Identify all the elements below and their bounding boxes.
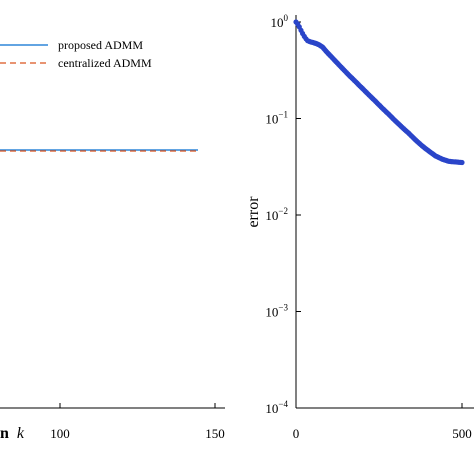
right-y-axis-label: error: [245, 196, 262, 228]
left-x-tick-label-150: 150: [205, 426, 225, 441]
tick-base: 10: [265, 208, 278, 223]
right-x-tick-label-0: 0: [293, 426, 300, 441]
error-marker: [459, 159, 465, 166]
left-x-axis-label-k: k: [17, 425, 25, 442]
right-y-tick-label: 100: [271, 13, 289, 30]
left-chart: 100 150 n k proposed ADMM centralized AD…: [0, 38, 225, 442]
tick-base: 10: [265, 401, 278, 416]
tick-exponent: −4: [278, 399, 288, 409]
right-y-tick-label: 10−1: [265, 110, 288, 127]
right-y-tick-label: 10−2: [265, 206, 288, 223]
right-x-tick-label-500: 500: [452, 426, 472, 441]
legend-label-proposed-admm: proposed ADMM: [58, 38, 143, 52]
left-x-axis-label: n k: [0, 425, 25, 442]
tick-base: 10: [271, 15, 284, 30]
legend: proposed ADMM centralized ADMM: [0, 38, 152, 70]
legend-label-centralized-admm: centralized ADMM: [58, 56, 152, 70]
tick-exponent: −3: [278, 303, 288, 313]
left-x-axis-label-n: n: [0, 425, 9, 442]
left-x-tick-label-100: 100: [50, 426, 70, 441]
error-series: [293, 19, 465, 166]
tick-exponent: −2: [278, 206, 288, 216]
tick-exponent: −1: [278, 110, 288, 120]
tick-exponent: 0: [284, 13, 289, 23]
right-y-tick-label: 10−3: [265, 303, 288, 320]
tick-base: 10: [265, 305, 278, 320]
right-y-tick-label: 10−4: [265, 399, 288, 416]
tick-base: 10: [265, 112, 278, 127]
